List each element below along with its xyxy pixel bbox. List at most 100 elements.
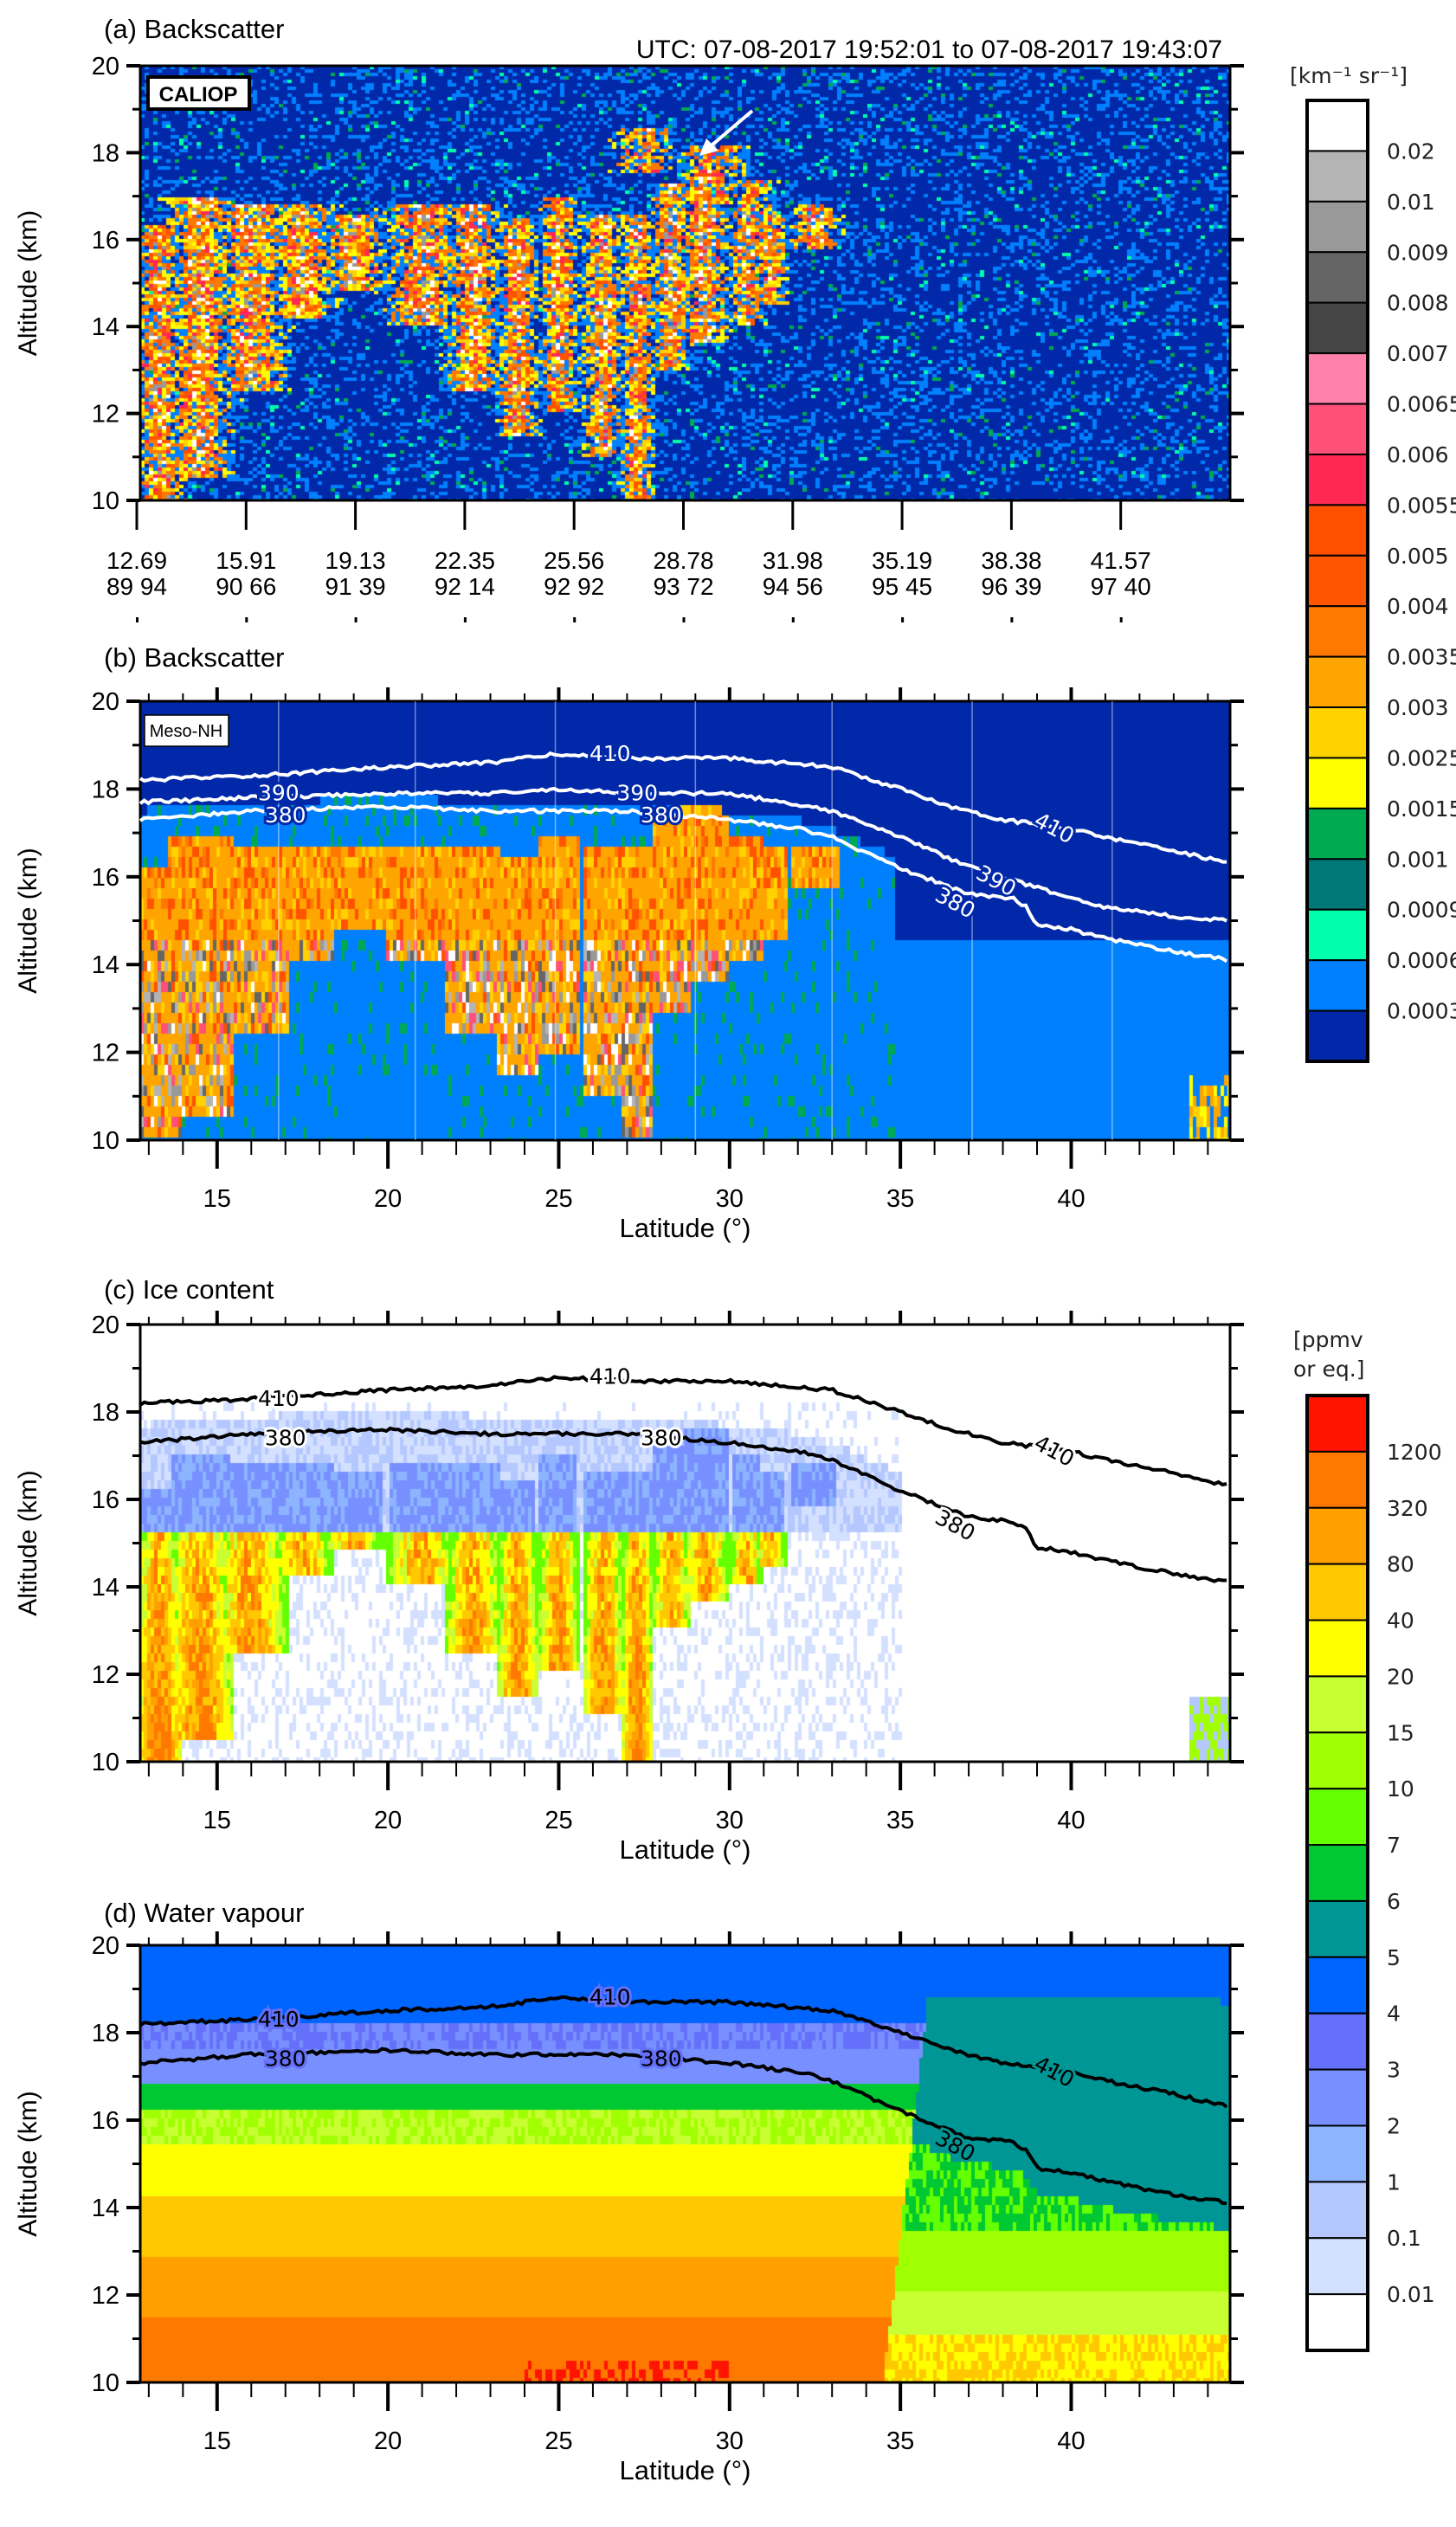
x-tick-label: 30	[716, 1807, 744, 1834]
colorbar-backscatter-swatch	[1306, 858, 1369, 911]
contour-label: 380	[641, 2046, 682, 2071]
x-tick-label-lat: 35.19	[872, 547, 932, 574]
colorbar-ice-label: 4	[1387, 2002, 1401, 2027]
colorbar-backscatter-swatch	[1306, 807, 1369, 861]
x-axis-label: Latitude (°)	[620, 2455, 751, 2485]
x-tick-label: 20	[374, 1185, 402, 1213]
colorbar-ice-label: 80	[1387, 1552, 1414, 1577]
colorbar-backscatter-label: 0.006	[1387, 442, 1449, 467]
contour-380	[139, 803, 1228, 964]
colorbar-ice-swatch	[1306, 2068, 1369, 2127]
contour-label: 390	[258, 780, 300, 805]
y-axis-label: Altitude (km)	[14, 2091, 42, 2236]
colorbar-ice-label: 40	[1387, 1608, 1414, 1634]
colorbar-backscatter-label: 0.007	[1387, 341, 1449, 366]
colorbar-ice-swatch	[1306, 1956, 1369, 2015]
y-tick-label: 10	[92, 2369, 119, 2397]
colorbar-ice-label: 15	[1387, 1720, 1414, 1745]
y-tick-label: 12	[92, 401, 119, 429]
colorbar-ice-label: 2	[1387, 2113, 1401, 2138]
x-tick-label-lon: 92 92	[544, 573, 604, 600]
x-tick-label-lon: 95 45	[872, 573, 932, 600]
colorbar-backscatter-swatch	[1306, 655, 1369, 709]
y-tick-label: 18	[92, 139, 119, 167]
caliop-label: CALIOP	[146, 75, 251, 111]
x-tick-label-lat: 41.57	[1091, 547, 1151, 574]
colorbar-backscatter-label: 0.0006	[1387, 948, 1456, 973]
colorbar-backscatter-label: 0.0025	[1387, 745, 1456, 770]
y-tick-label: 10	[92, 487, 119, 515]
panel-d-axes: 10 12 14 16 18 20 Altitude (km) 15 20 25 30 35 40 Lat…	[14, 1931, 1244, 2485]
colorbar-ice-swatch	[1306, 1899, 1369, 1958]
x-tick-label: 15	[203, 1807, 231, 1834]
x-tick-dot	[136, 617, 139, 622]
y-axis-label: Altitude (km)	[14, 1470, 42, 1615]
x-tick-dot	[463, 617, 467, 622]
colorbar-ice-label: 320	[1387, 1496, 1428, 1521]
y-tick-label: 16	[92, 2107, 119, 2135]
x-tick-dot	[791, 617, 795, 622]
colorbar-backscatter-label: 0.0035	[1387, 645, 1456, 670]
x-tick-label-lat: 19.13	[325, 547, 386, 574]
panel-c-ice-field	[140, 1325, 1230, 1762]
contour-410	[139, 751, 1227, 864]
panel-b-backscatter-field	[140, 701, 1230, 1140]
colorbar-backscatter-swatch	[1306, 504, 1369, 557]
y-tick-label: 18	[92, 1399, 119, 1427]
mesonh-label-text: Meso-NH	[150, 722, 222, 741]
colorbar-ice-swatch	[1306, 1506, 1369, 1565]
contour-label: 380	[265, 803, 306, 828]
contour-label: 410	[1030, 808, 1079, 849]
y-tick-label: 20	[92, 688, 119, 716]
colorbar-ice-swatch	[1306, 2237, 1369, 2296]
panel-a-title: (a) Backscatter	[104, 14, 284, 44]
contour-380	[139, 2047, 1227, 2206]
x-tick-label: 40	[1057, 1807, 1085, 1834]
arrow-annotation	[699, 109, 754, 156]
colorbar-backscatter-swatch	[1306, 200, 1369, 254]
contour-380	[139, 1426, 1227, 1583]
contour-label: 380	[641, 803, 682, 828]
contour-390	[139, 786, 1227, 923]
colorbar-ice-swatch	[1306, 2124, 1369, 2183]
colorbar-backscatter-label: 0.0015	[1387, 796, 1456, 822]
x-tick-label: 25	[544, 2427, 572, 2455]
x-tick-label-lat: 38.38	[981, 547, 1041, 574]
x-tick-dot	[1010, 617, 1014, 622]
contour-label: 380	[265, 1425, 306, 1450]
x-tick-label-lat: 25.56	[544, 547, 604, 574]
colorbar-ice-label: 6	[1387, 1889, 1401, 1914]
colorbar-backscatter-frame	[1305, 99, 1369, 1063]
x-tick-label: 35	[886, 1185, 914, 1213]
contour-label: 410	[589, 1985, 631, 2010]
x-axis-label: Latitude (°)	[620, 1213, 751, 1243]
x-tick-label: 20	[374, 2427, 402, 2455]
x-tick-dot	[682, 617, 686, 622]
y-axis-label: Altitude (km)	[14, 210, 42, 356]
x-tick-label-lon: 97 40	[1091, 573, 1151, 600]
x-tick-label-lon: 92 14	[435, 573, 495, 600]
panel-d-title: (d) Water vapour	[104, 1898, 304, 1928]
colorbar-ice-swatch	[1306, 1844, 1369, 1902]
x-tick-label: 25	[544, 1807, 572, 1834]
colorbar-ice-swatch	[1306, 1395, 1369, 1453]
panel-b-frame	[139, 699, 1232, 1142]
contour-label: 410	[258, 2007, 300, 2032]
y-tick-label: 14	[92, 2195, 119, 2222]
colorbar-backscatter-unit: [km⁻¹ sr⁻¹]	[1290, 63, 1408, 88]
y-tick-label: 10	[92, 1127, 119, 1155]
colorbar-ice-unit-line2: or eq.]	[1293, 1357, 1364, 1382]
colorbar-ice-swatch	[1306, 2181, 1369, 2240]
colorbar-backscatter-swatch	[1306, 301, 1369, 355]
x-tick-label-lat: 28.78	[653, 547, 713, 574]
panel-c-frame	[139, 1323, 1232, 1763]
contour-410	[139, 1375, 1227, 1487]
x-tick-dot	[573, 617, 577, 622]
colorbar-backscatter-swatch	[1306, 605, 1369, 658]
colorbar-backscatter-swatch	[1306, 908, 1369, 962]
colorbar-backscatter-label: 0.0055	[1387, 493, 1456, 518]
y-tick-label: 12	[92, 1661, 119, 1689]
y-tick-label: 18	[92, 2020, 119, 2047]
colorbar-backscatter-swatch	[1306, 403, 1369, 455]
